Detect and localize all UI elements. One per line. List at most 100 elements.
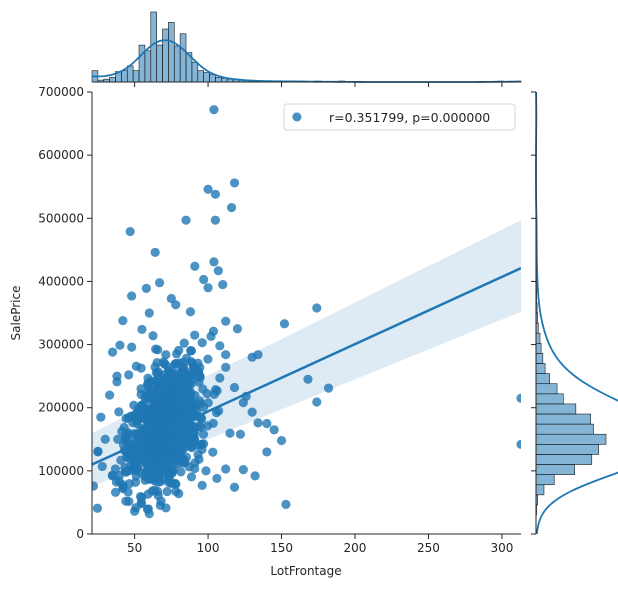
scatter-point: [150, 247, 160, 257]
y-tick-label: 100000: [38, 464, 84, 478]
top-histogram-bar: [179, 33, 187, 83]
scatter-point: [137, 492, 147, 502]
regression-line: [92, 267, 521, 466]
scatter-point: [190, 436, 200, 447]
scatter-point: [229, 482, 240, 492]
scatter-point: [226, 202, 237, 213]
y-tick-label: 600000: [38, 148, 84, 162]
scatter-point: [144, 509, 154, 519]
scatter-point: [168, 375, 178, 385]
x-tick-label: 200: [344, 541, 367, 555]
scatter-point: [182, 427, 192, 438]
main-scatter-panel: 50 100 150 200 250 300 0 100000 200000 300000 400…: [38, 85, 521, 555]
scatter-point: [118, 480, 128, 490]
y-tick-label: 700000: [38, 85, 84, 99]
right-histogram-bar: [535, 484, 545, 496]
scatter-point: [174, 345, 184, 355]
scatter-point: [151, 402, 162, 412]
legend-box: [283, 103, 516, 131]
scatter-point: [121, 496, 131, 506]
scatter-point: [127, 291, 137, 301]
scatter-point: [174, 488, 184, 499]
scatter-point: [133, 404, 144, 414]
right-histogram-bar: [535, 413, 591, 425]
scatter-point: [118, 315, 128, 326]
scatter-point: [190, 261, 200, 271]
y-axis-label: SalePrice: [9, 286, 23, 341]
scatter-point: [279, 319, 290, 329]
scatter-point: [186, 346, 197, 356]
scatter-point: [153, 345, 163, 355]
scatter-point: [221, 362, 231, 372]
scatter-point: [190, 458, 200, 468]
legend: r=0.351799, p=0.000000: [283, 103, 516, 131]
right-histogram-bar: [535, 343, 542, 354]
scatter-point: [247, 407, 257, 417]
scatter-point: [195, 372, 205, 382]
scatter-point: [262, 447, 272, 457]
scatter-point: [166, 392, 176, 402]
top-histogram-bar: [132, 70, 140, 83]
right-histogram-bar: [535, 383, 558, 395]
scatter-point: [151, 377, 161, 387]
scatter-point: [195, 398, 205, 409]
scatter-point: [193, 449, 203, 460]
scatter-point: [199, 274, 209, 285]
scatter-point: [516, 439, 521, 449]
scatter-point: [281, 499, 291, 509]
scatter-point: [148, 411, 158, 421]
scatter-point: [212, 386, 222, 396]
scatter-point: [129, 458, 139, 468]
scatter-point: [144, 308, 154, 318]
scatter-point: [183, 400, 193, 410]
scatter-point: [185, 307, 196, 317]
scatter-point: [174, 385, 184, 395]
scatter-point: [179, 338, 189, 348]
scatter-point: [124, 370, 134, 380]
scatter-point: [141, 283, 151, 293]
right-histogram-bar: [535, 423, 594, 435]
scatter-point: [206, 331, 216, 341]
top-marginal-histogram: [91, 11, 522, 87]
top-histogram-bar: [138, 44, 146, 83]
scatter-point: [161, 503, 171, 513]
scatter-point: [186, 472, 197, 482]
scatter-point: [149, 485, 159, 495]
top-histogram-bar: [162, 28, 169, 83]
scatter-point: [149, 476, 159, 486]
scatter-point: [164, 368, 174, 378]
scatter-point: [114, 407, 124, 417]
right-histogram-bar: [535, 444, 599, 455]
scatter-point: [210, 189, 221, 199]
scatter-point: [97, 461, 107, 472]
scatter-point: [178, 438, 188, 448]
scatter-point: [221, 350, 231, 360]
scatter-point: [262, 418, 272, 429]
scatter-point: [93, 447, 103, 457]
top-histogram-bar: [121, 70, 128, 83]
top-histogram-bar: [197, 70, 204, 83]
top-histogram-bar: [126, 65, 134, 83]
y-tick-label: 0: [76, 527, 84, 541]
scatter-point: [176, 467, 186, 477]
top-histogram-bar: [209, 74, 216, 83]
scatter-point: [117, 426, 127, 436]
scatter-point: [201, 466, 211, 476]
scatter-point: [180, 457, 190, 467]
scatter-point: [238, 464, 248, 475]
scatter-point: [312, 303, 322, 313]
x-tick-label: 150: [270, 541, 293, 555]
y-tick-label: 300000: [38, 338, 84, 352]
scatter-point: [192, 407, 202, 417]
scatter-point: [170, 439, 180, 450]
scatter-point: [197, 338, 207, 348]
scatter-point: [125, 226, 135, 237]
top-histogram-bar: [215, 76, 222, 83]
right-histogram-bar: [535, 353, 544, 364]
top-histogram-bar: [191, 61, 199, 83]
right-histogram-bar: [535, 393, 564, 405]
x-tick-label: 50: [127, 541, 142, 555]
legend-marker: [292, 112, 302, 122]
scatter-point: [213, 266, 223, 276]
right-histogram-bar: [535, 373, 550, 385]
